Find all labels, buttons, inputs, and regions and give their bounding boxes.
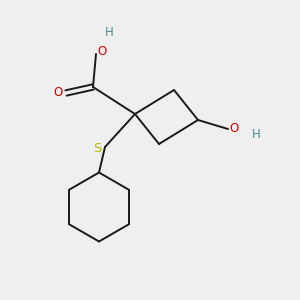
Text: H: H [105,26,114,40]
Text: H: H [252,128,261,142]
Text: O: O [53,86,62,100]
Text: O: O [230,122,239,136]
Text: S: S [94,142,102,155]
Text: O: O [98,45,107,58]
